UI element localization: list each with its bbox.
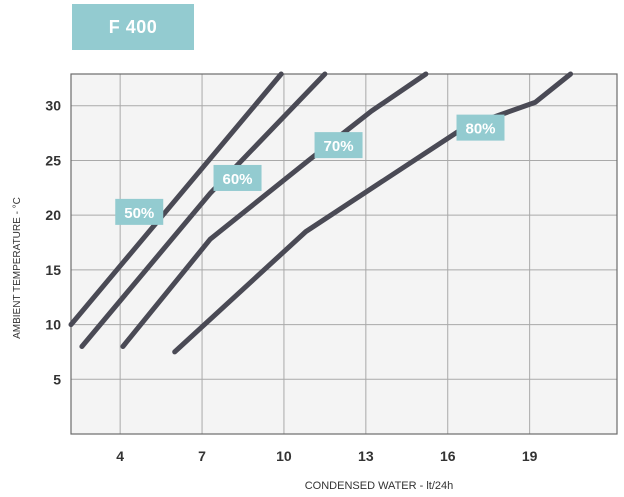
series-label: 70% [324, 138, 354, 155]
x-tick-label: 19 [522, 448, 538, 464]
chart-title: F 400 [108, 16, 158, 37]
x-axis-title: CONDENSED WATER - lt/24h [305, 480, 454, 492]
series-label: 60% [223, 171, 253, 188]
y-tick-label: 15 [45, 262, 61, 278]
x-tick-label: 16 [440, 448, 456, 464]
plot-border [70, 73, 618, 435]
x-tick-label: 4 [116, 448, 124, 464]
plot-background [71, 74, 617, 434]
x-tick-label: 7 [198, 448, 206, 464]
series-line-60pct [79, 71, 328, 349]
y-tick-label: 5 [53, 371, 61, 387]
series-label: 80% [465, 121, 495, 138]
series-line-70pct [120, 71, 429, 349]
series-label-badge [456, 114, 505, 141]
y-axis-title: AMBIENT TEMPERATURE - °C [12, 197, 23, 339]
y-tick-label: 20 [45, 207, 61, 223]
y-tick-label: 30 [45, 98, 61, 114]
series-label: 50% [124, 205, 154, 222]
chart-title-badge: F 400 [72, 4, 194, 50]
y-tick-label: 25 [45, 152, 61, 168]
x-tick-label: 13 [358, 448, 374, 464]
series-label-badge [314, 132, 363, 159]
y-tick-label: 10 [45, 317, 61, 333]
series-line-50pct [68, 71, 284, 328]
series-label-badge [213, 164, 262, 191]
x-tick-label: 10 [276, 448, 292, 464]
series-label-badge [115, 198, 164, 225]
